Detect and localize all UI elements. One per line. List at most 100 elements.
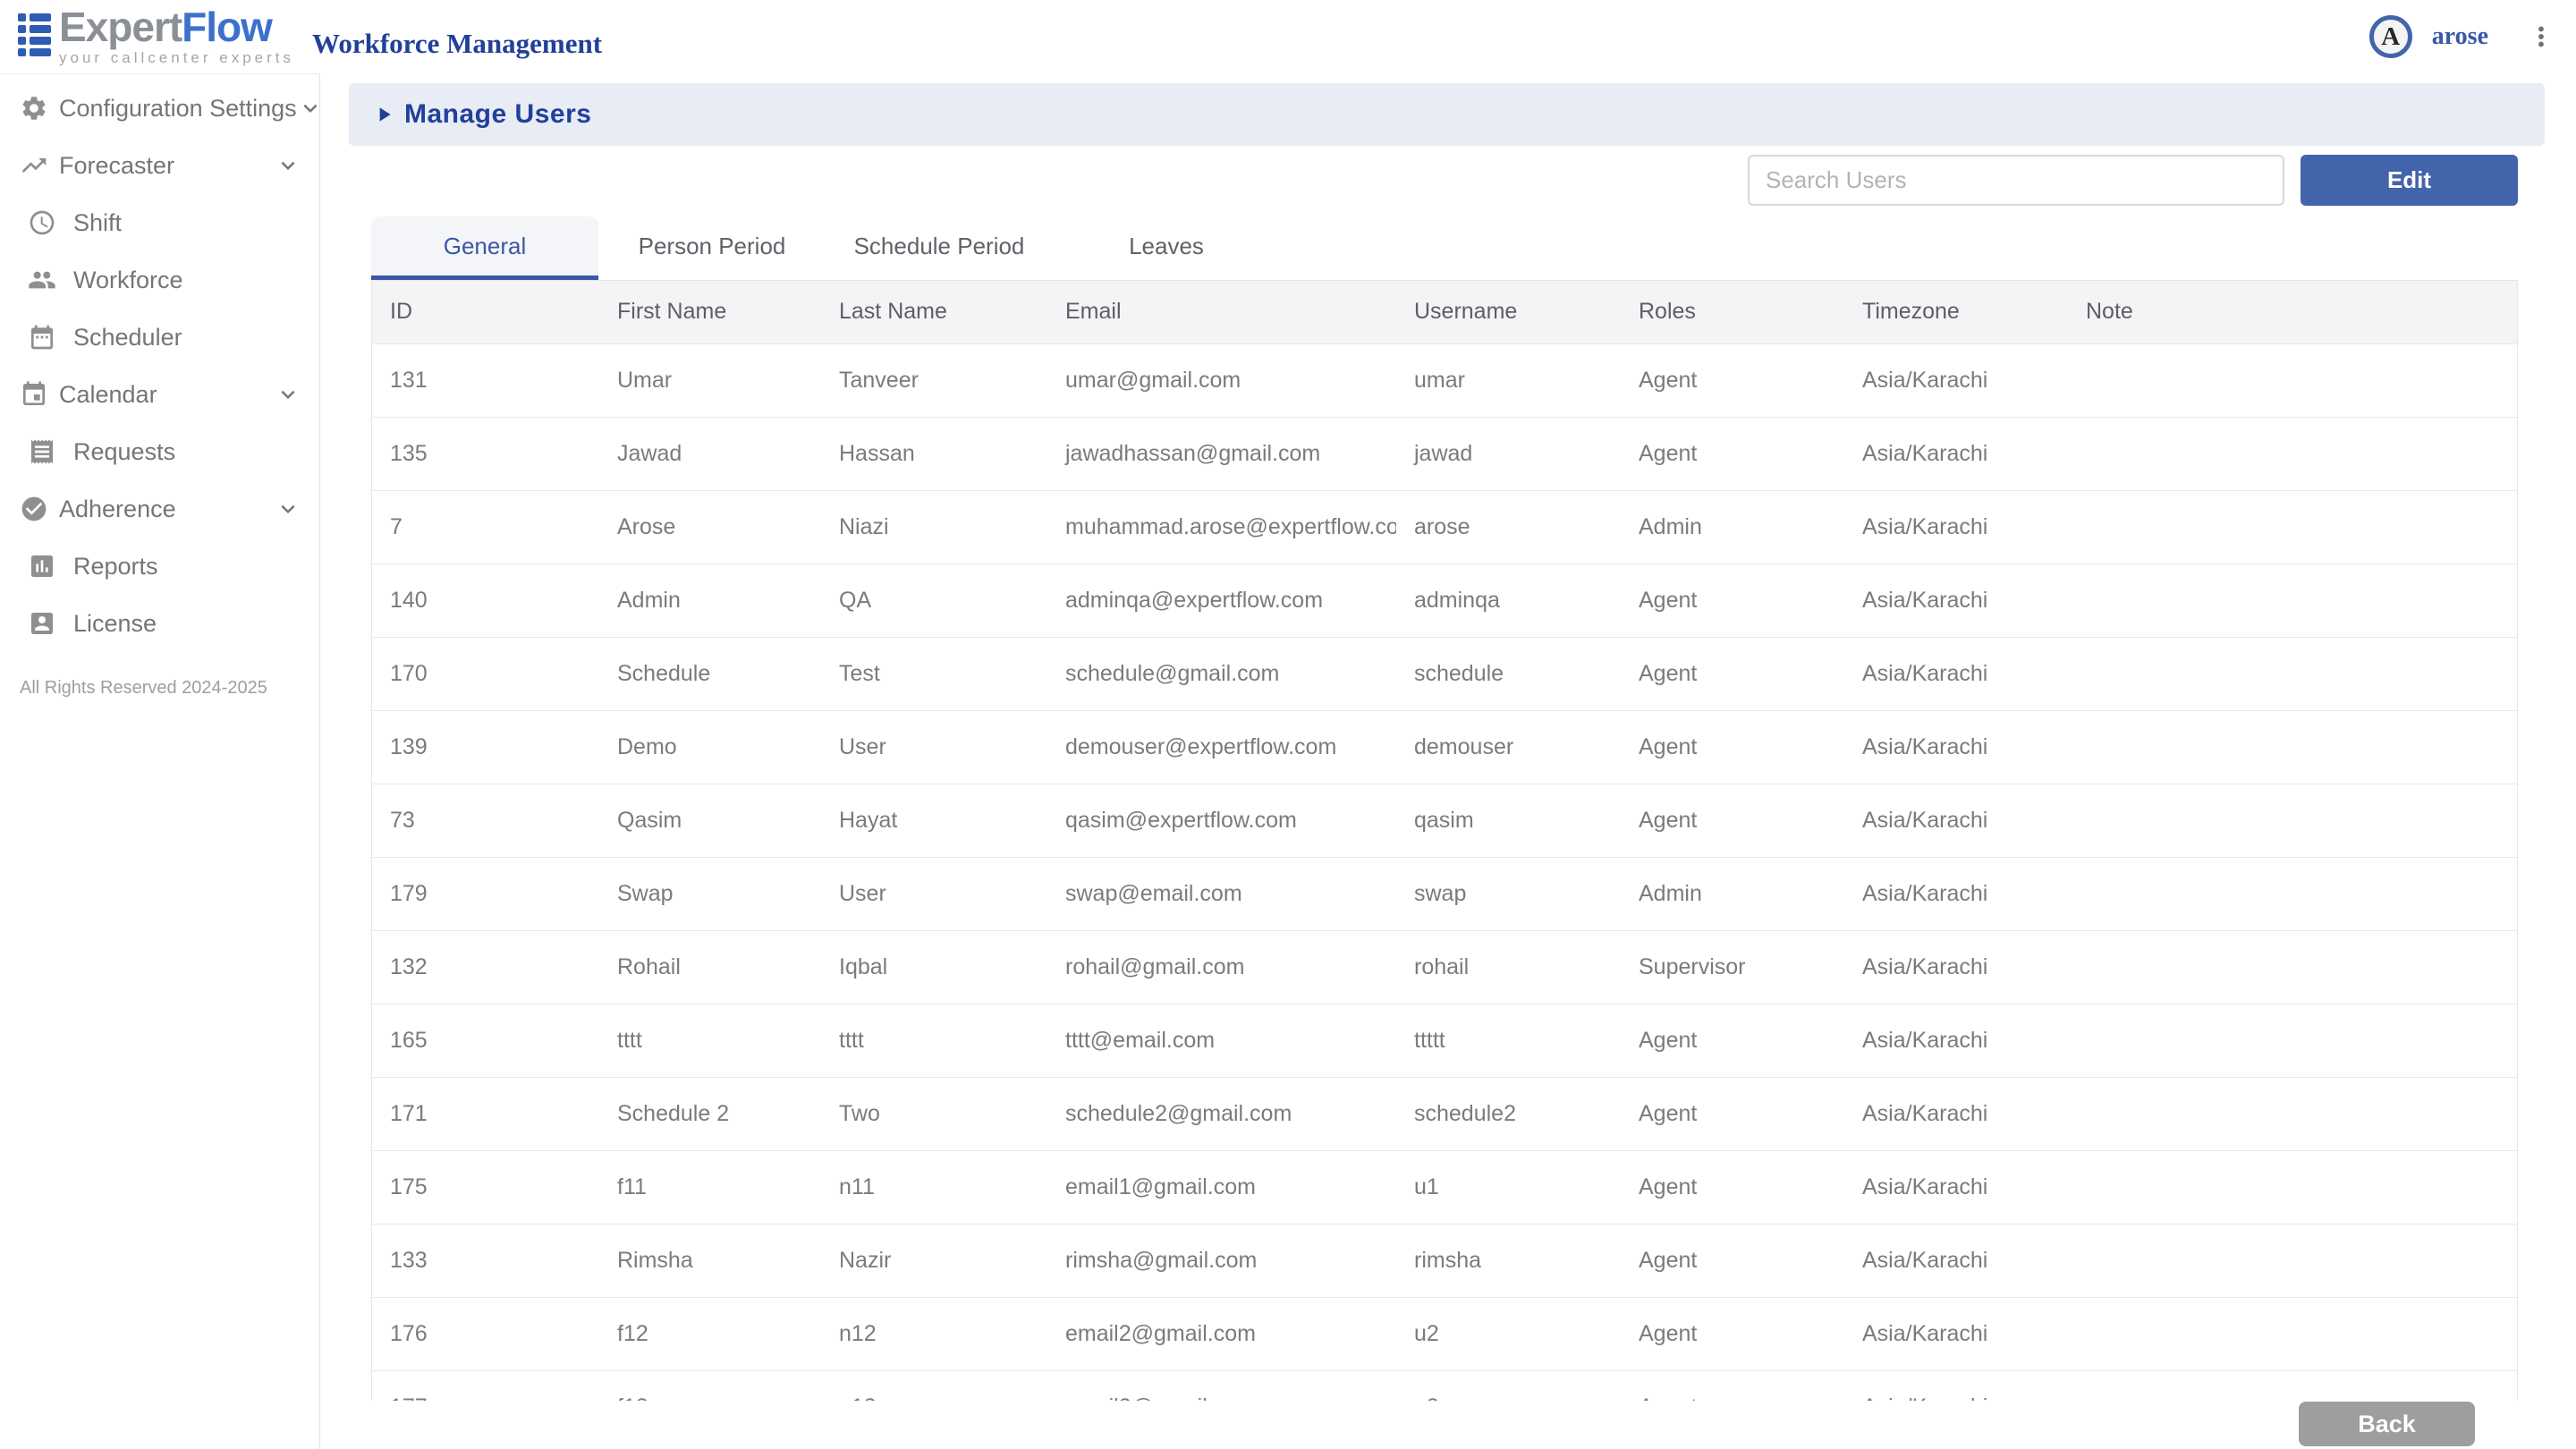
table-cell: swap@email.com [1047,856,1396,930]
table-cell: Asia/Karachi [1844,1149,2068,1224]
sidebar-item-license[interactable]: License [0,595,319,652]
gear-icon [20,94,48,123]
column-header: Roles [1621,281,1844,343]
sidebar-item-forecaster[interactable]: Forecaster [0,137,319,194]
table-cell: Asia/Karachi [1844,856,2068,930]
tab-schedule-period[interactable]: Schedule Period [826,216,1053,280]
table-cell: umar@gmail.com [1047,343,1396,417]
table-cell: jawad [1396,416,1621,490]
tab-leaves[interactable]: Leaves [1053,216,1280,280]
table-cell: 170 [372,636,599,710]
table-cell [2068,489,2517,564]
table-cell: n13 [821,1369,1047,1401]
chevron-down-icon [275,496,301,522]
table-cell: f13 [599,1369,821,1401]
table-cell: Asia/Karachi [1844,416,2068,490]
table-cell: n12 [821,1296,1047,1370]
column-header: Email [1047,281,1396,343]
table-cell [2068,343,2517,417]
table-row[interactable]: 171 Schedule 2 Two schedule2@gmail.com sched… [372,1076,2517,1150]
table-cell: Nazir [821,1223,1047,1297]
table-row[interactable]: 175 f11 n11 email1@gmail.com u1 Agent Asia/Kar… [372,1149,2517,1224]
table-row[interactable]: 170 Schedule Test schedule@gmail.com schedul… [372,636,2517,710]
search-input[interactable] [1748,155,2284,206]
table-cell [2068,1296,2517,1370]
calendar-icon [20,380,48,409]
table-cell [2068,636,2517,710]
table-row[interactable]: 7 Arose Niazi muhammad.arose@expertflow.com… [372,489,2517,564]
table-cell: demouser@expertflow.com [1047,709,1396,784]
sidebar-item-calendar[interactable]: Calendar [0,366,319,423]
table-cell: rimsha@gmail.com [1047,1223,1396,1297]
calendar-dots-icon [28,323,56,352]
table-cell: Jawad [599,416,821,490]
table-cell: 73 [372,783,599,857]
table-cell: swap [1396,856,1621,930]
table-cell: arose [1396,489,1621,564]
table-cell: Agent [1621,1076,1844,1150]
sidebar-item-label: Adherence [59,495,176,522]
table-cell: f12 [599,1296,821,1370]
column-header: Timezone [1844,281,2068,343]
table-row[interactable]: 135 Jawad Hassan jawadhassan@gmail.com jawad… [372,416,2517,490]
user-menu[interactable]: A arose [2368,15,2488,58]
sidebar-item-configuration-settings[interactable]: Configuration Settings [0,80,319,137]
tab-person-period[interactable]: Person Period [598,216,826,280]
table-cell: QA [821,563,1047,637]
table-row[interactable]: 73 Qasim Hayat qasim@expertflow.com qasim Age… [372,783,2517,857]
table-cell: schedule@gmail.com [1047,636,1396,710]
table-cell: 171 [372,1076,599,1150]
sidebar-item-label: Requests [73,437,176,465]
sidebar-item-reports[interactable]: Reports [0,538,319,595]
chevron-down-icon [275,381,301,408]
tab-bar: General Person Period Schedule Period Le… [371,216,2518,280]
table-cell: User [821,856,1047,930]
table-cell: 179 [372,856,599,930]
table-cell: Admin [1621,489,1844,564]
table-cell [2068,563,2517,637]
table-cell: Demo [599,709,821,784]
table-cell: f11 [599,1149,821,1224]
table-row[interactable]: 139 Demo User demouser@expertflow.com demous… [372,709,2517,784]
kebab-menu-icon[interactable] [2526,21,2556,52]
table-row[interactable]: 179 Swap User swap@email.com swap Admin Asia/K… [372,856,2517,930]
sidebar-item-adherence[interactable]: Adherence [0,480,319,538]
table-cell: adminqa@expertflow.com [1047,563,1396,637]
table-row[interactable]: 131 Umar Tanveer umar@gmail.com umar Agent Asi… [372,343,2517,417]
edit-button[interactable]: Edit [2301,155,2518,206]
chevron-down-icon [297,95,324,122]
sidebar-item-label: Forecaster [59,151,175,179]
table-cell: tttt@email.com [1047,1003,1396,1077]
table-row[interactable]: 140 Admin QA adminqa@expertflow.com adminqa A… [372,563,2517,637]
table-cell: Supervisor [1621,929,1844,1004]
sidebar-item-requests[interactable]: Requests [0,423,319,480]
table-cell: Hayat [821,783,1047,857]
expand-triangle-icon [372,103,395,126]
table-cell: Iqbal [821,929,1047,1004]
sidebar-item-shift[interactable]: Shift [0,194,319,251]
table-cell: Agent [1621,709,1844,784]
table-cell: 140 [372,563,599,637]
username-label: arose [2431,22,2488,50]
sidebar-item-label: License [73,609,157,637]
table-row[interactable]: 132 Rohail Iqbal rohail@gmail.com rohail Supe… [372,929,2517,1004]
table-row[interactable]: 176 f12 n12 email2@gmail.com u2 Agent Asia/Kar… [372,1296,2517,1370]
table-cell: ttttt [1396,1003,1621,1077]
table-cell: 175 [372,1149,599,1224]
tab-general[interactable]: General [371,216,598,280]
manage-users-section-header[interactable]: Manage Users [349,83,2545,146]
avatar[interactable]: A [2368,15,2412,58]
sidebar-item-scheduler[interactable]: Scheduler [0,309,319,366]
table-row[interactable]: 165 tttt tttt tttt@email.com ttttt Agent Asia/… [372,1003,2517,1077]
table-cell: Asia/Karachi [1844,343,2068,417]
table-row[interactable]: 177f13n13email3@gmail.comu3AgentAsia/Kar… [372,1369,2517,1401]
table-cell: Two [821,1076,1047,1150]
sidebar-item-workforce[interactable]: Workforce [0,251,319,309]
table-row[interactable]: 133 Rimsha Nazir rimsha@gmail.com rimsha Agen… [372,1223,2517,1297]
table-cell: Agent [1621,1369,1844,1401]
table-cell: rohail@gmail.com [1047,929,1396,1004]
table-cell: qasim@expertflow.com [1047,783,1396,857]
table-cell: Rimsha [599,1223,821,1297]
table-cell [2068,1076,2517,1150]
back-button[interactable]: Back [2299,1402,2475,1446]
